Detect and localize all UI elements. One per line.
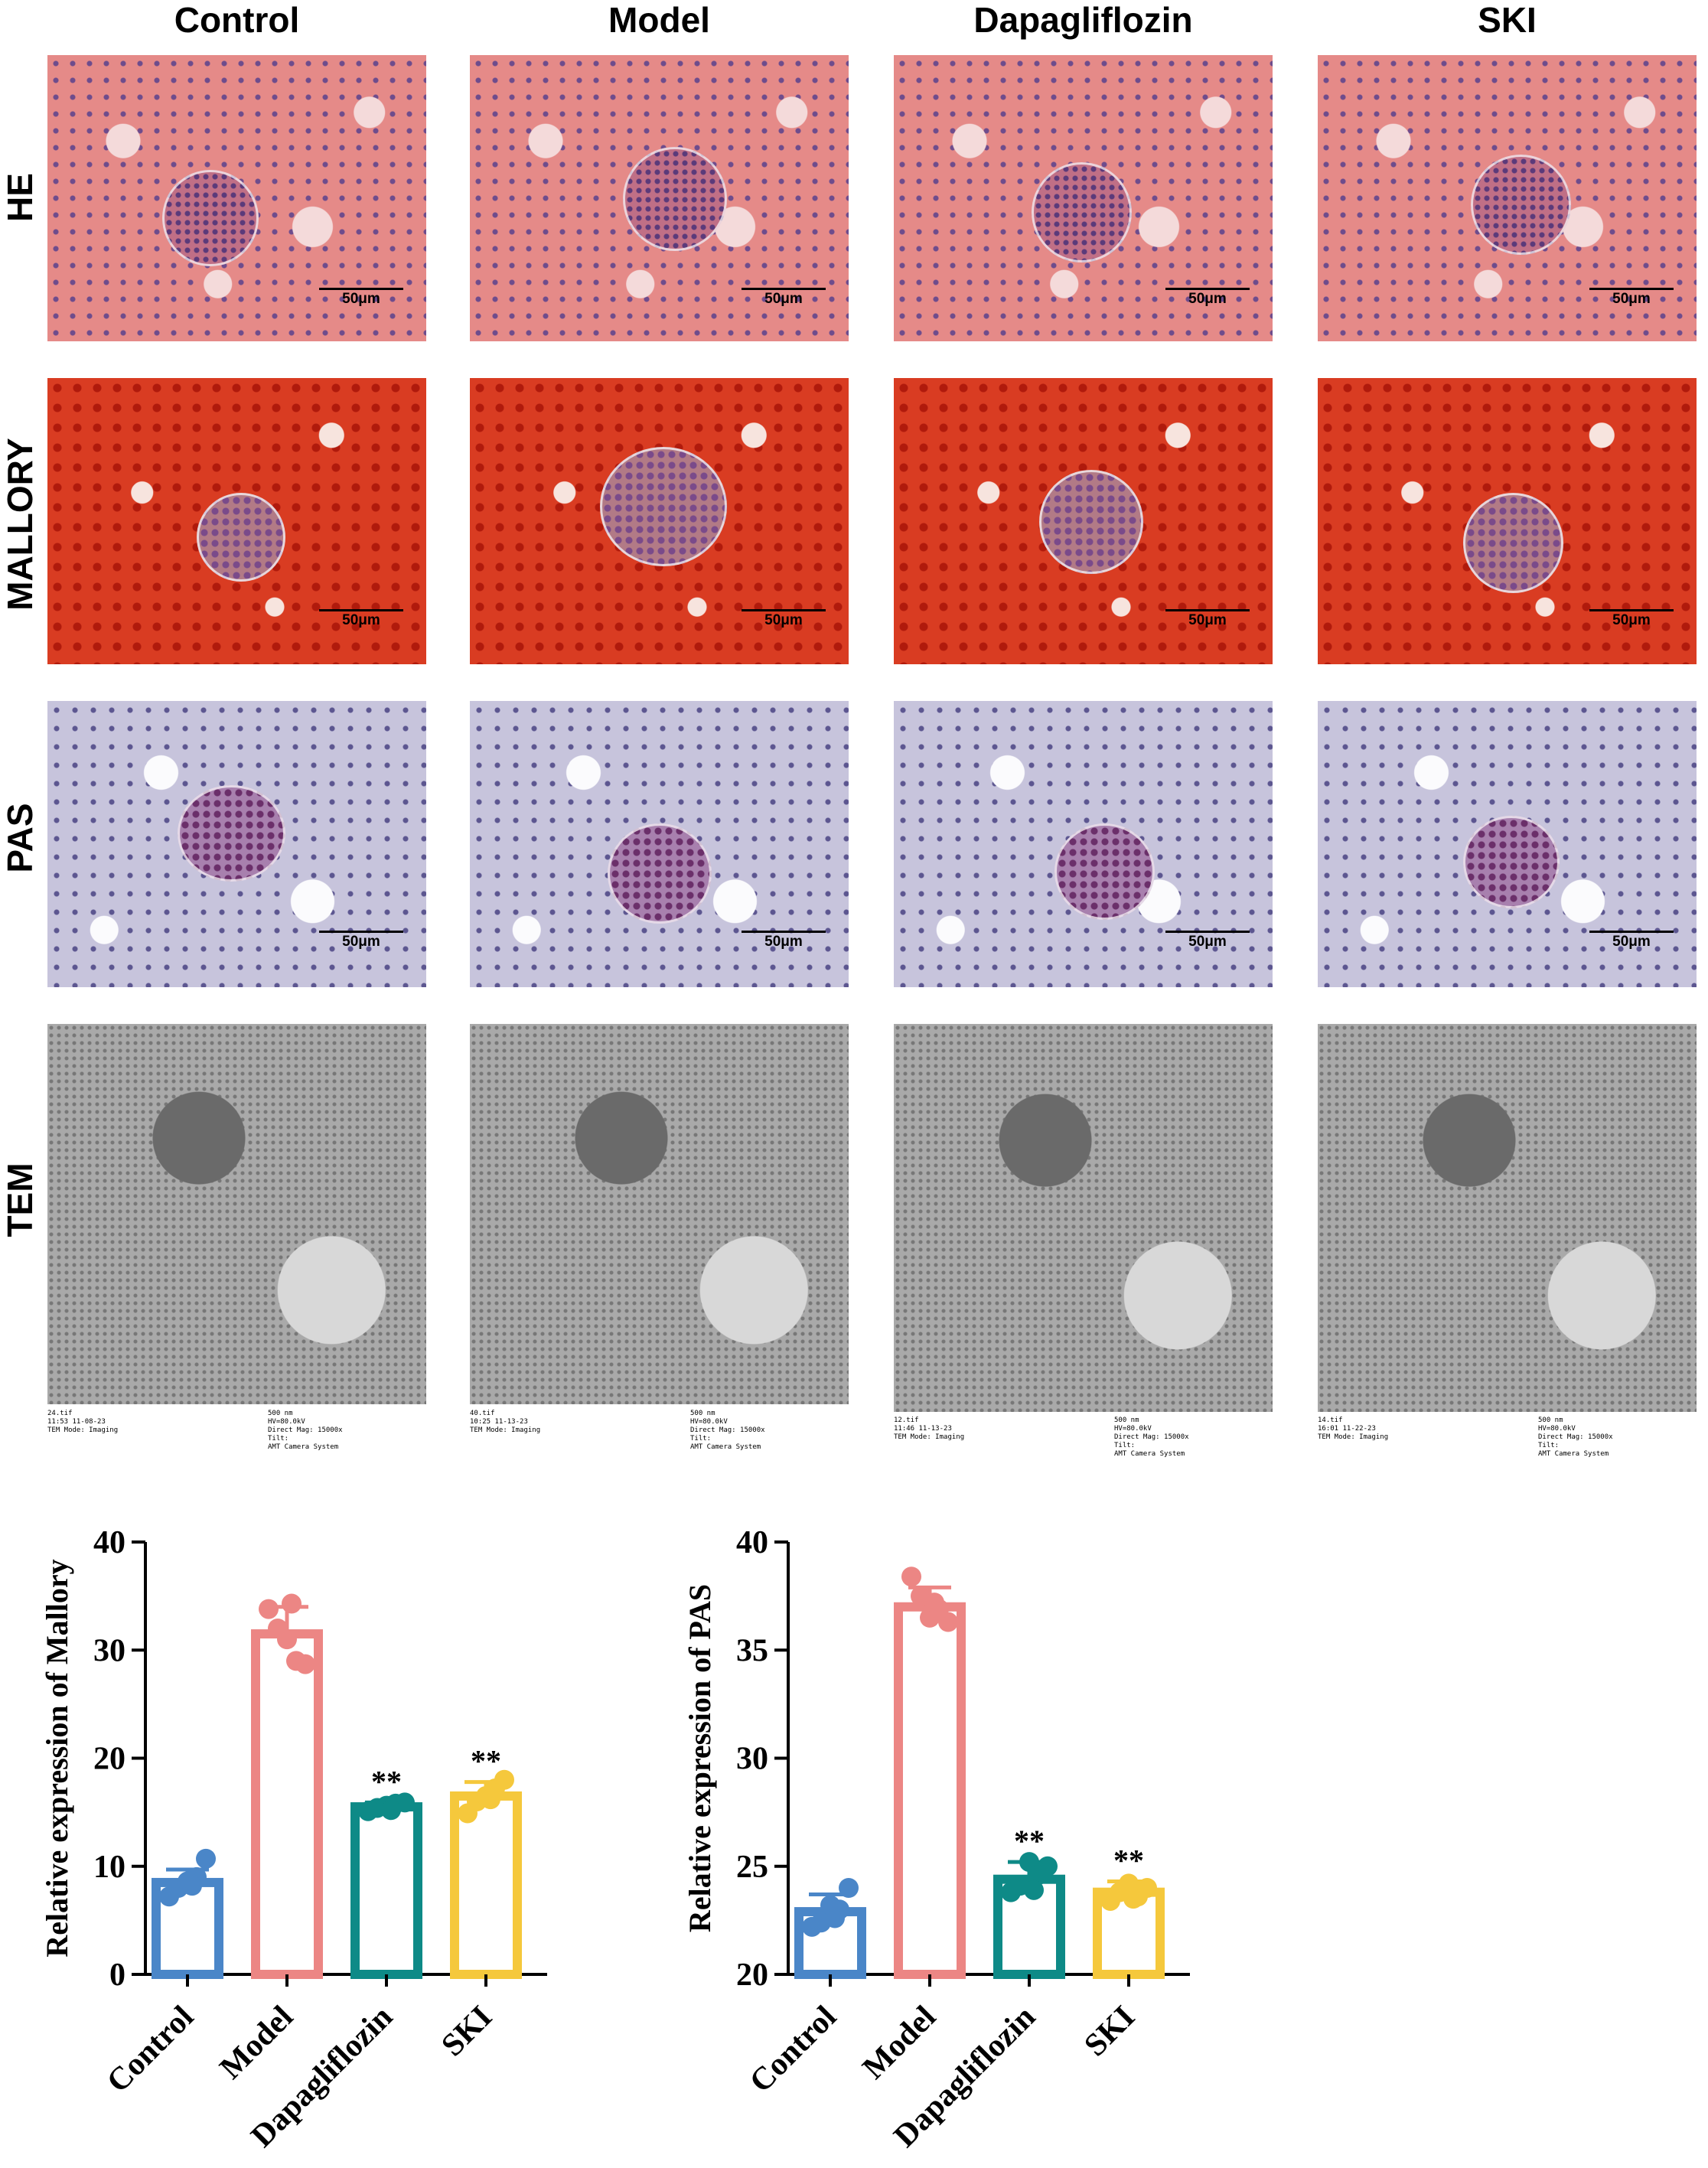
x-tick-label-ski: SKI bbox=[435, 2000, 499, 2064]
tem-ski-caption-right: 500 nm HV=80.0kV Direct Mag: 15000x Tilt… bbox=[1538, 1417, 1613, 1458]
scale-bar-label: 50μm bbox=[1612, 291, 1651, 307]
data-point bbox=[825, 1908, 845, 1928]
x-tick-label-control: Control bbox=[100, 2000, 200, 2100]
x-tick-label-ski: SKI bbox=[1077, 2000, 1142, 2064]
row-title-tem: TEM bbox=[0, 1162, 40, 1237]
data-point bbox=[938, 1612, 958, 1632]
column-title-control: Control bbox=[174, 0, 300, 40]
y-tick-label: 40 bbox=[93, 1525, 125, 1560]
data-point bbox=[924, 1593, 944, 1613]
y-tick-label: 10 bbox=[93, 1850, 125, 1885]
scale-bar-label: 50μm bbox=[1612, 934, 1651, 950]
tem-dapagliflozin-caption-right: 500 nm HV=80.0kV Direct Mag: 15000x Tilt… bbox=[1114, 1417, 1189, 1458]
data-point bbox=[282, 1593, 302, 1614]
mallory-ski-micrograph: 50μm bbox=[1318, 378, 1697, 664]
mallory-dapagliflozin-micrograph: 50μm bbox=[894, 378, 1273, 664]
column-title-dapagliflozin: Dapagliflozin bbox=[973, 0, 1193, 40]
data-point bbox=[1137, 1878, 1157, 1898]
scale-bar-label: 50μm bbox=[1612, 612, 1651, 628]
row-title-pas: PAS bbox=[0, 803, 40, 873]
y-tick-label: 35 bbox=[736, 1633, 768, 1668]
column-title-model: Model bbox=[608, 0, 710, 40]
scale-bar-label: 50μm bbox=[764, 934, 803, 950]
pas-ski-micrograph: 50μm bbox=[1318, 701, 1697, 987]
tem-dapagliflozin-micrograph bbox=[894, 1024, 1273, 1412]
tem-control-caption-right: 500 nm HV=80.0kV Direct Mag: 15000x Tilt… bbox=[268, 1410, 343, 1451]
bar-dapagliflozin bbox=[350, 1802, 422, 1979]
scale-bar-label: 50μm bbox=[342, 612, 380, 628]
y-tick-label: 30 bbox=[736, 1742, 768, 1777]
row-title-mallory: MALLORY bbox=[0, 438, 40, 611]
significance-marker: ** bbox=[471, 1744, 501, 1778]
pas-control-micrograph: 50μm bbox=[47, 701, 426, 987]
data-point bbox=[494, 1769, 514, 1790]
data-point bbox=[381, 1800, 401, 1821]
mallory-model-micrograph: 50μm bbox=[470, 378, 849, 664]
data-point bbox=[295, 1654, 315, 1674]
tem-model-caption-left: 40.tif 10:25 11-13-23 TEM Mode: Imaging bbox=[470, 1410, 541, 1434]
mallory-control-micrograph: 50μm bbox=[47, 378, 426, 664]
he-model-micrograph: 50μm bbox=[470, 55, 849, 341]
bar-model bbox=[251, 1629, 323, 1979]
he-control-micrograph: 50μm bbox=[47, 55, 426, 341]
scale-bar-label: 50μm bbox=[342, 934, 380, 950]
he-dapagliflozin-micrograph: 50μm bbox=[894, 55, 1273, 341]
y-tick-label: 20 bbox=[93, 1742, 125, 1777]
data-point bbox=[196, 1848, 216, 1869]
x-tick-label-model: Model bbox=[856, 2000, 943, 2086]
y-tick-label: 25 bbox=[736, 1850, 768, 1885]
row-title-he: HE bbox=[0, 173, 40, 222]
scale-bar-label: 50μm bbox=[764, 291, 803, 307]
data-point bbox=[259, 1599, 279, 1619]
data-point bbox=[1123, 1889, 1143, 1909]
x-tick-label-control: Control bbox=[743, 2000, 843, 2100]
significance-marker: ** bbox=[1014, 1824, 1045, 1858]
tem-ski-caption-left: 14.tif 16:01 11-22-23 TEM Mode: Imaging bbox=[1318, 1417, 1389, 1441]
tem-model-micrograph bbox=[470, 1024, 849, 1404]
significance-marker: ** bbox=[1113, 1844, 1144, 1878]
scale-bar-label: 50μm bbox=[342, 291, 380, 307]
y-tick-label: 30 bbox=[93, 1633, 125, 1668]
tem-dapagliflozin-caption-left: 12.tif 11:46 11-13-23 TEM Mode: Imaging bbox=[894, 1417, 965, 1441]
bar-model bbox=[894, 1602, 966, 1979]
data-point bbox=[901, 1567, 921, 1587]
mallory-bar-chart: 0 10 20 30 40 Relative expression of Mallory C… bbox=[40, 1525, 547, 2154]
pas-model-micrograph: 50μm bbox=[470, 701, 849, 987]
data-point bbox=[182, 1876, 202, 1896]
data-point bbox=[839, 1878, 859, 1898]
significance-marker: ** bbox=[371, 1764, 402, 1798]
data-point bbox=[277, 1629, 297, 1650]
scale-bar-label: 50μm bbox=[1188, 612, 1227, 628]
bar-ski bbox=[450, 1791, 522, 1979]
data-point bbox=[1024, 1879, 1044, 1900]
tem-control-caption-left: 24.tif 11:53 11-08-23 TEM Mode: Imaging bbox=[47, 1410, 119, 1434]
scale-bar-label: 50μm bbox=[1188, 934, 1227, 950]
data-point bbox=[481, 1789, 500, 1810]
x-tick-label-model: Model bbox=[214, 2000, 300, 2086]
pas-dapagliflozin-micrograph: 50μm bbox=[894, 701, 1273, 987]
column-title-ski: SKI bbox=[1478, 0, 1537, 40]
tem-model-caption-right: 500 nm HV=80.0kV Direct Mag: 15000x Tilt… bbox=[690, 1410, 765, 1451]
scale-bar-label: 50μm bbox=[1188, 291, 1227, 307]
scale-bar-label: 50μm bbox=[764, 612, 803, 628]
y-axis-label: Relative expression of Mallory bbox=[40, 1559, 74, 1957]
tem-ski-micrograph bbox=[1318, 1024, 1697, 1412]
y-tick-label: 40 bbox=[736, 1525, 768, 1560]
he-ski-micrograph: 50μm bbox=[1318, 55, 1697, 341]
y-axis-label: Relative expression of PAS bbox=[683, 1584, 717, 1932]
tem-control-micrograph bbox=[47, 1024, 426, 1404]
y-tick-label: 0 bbox=[109, 1958, 125, 1993]
pas-bar-chart: 20 25 30 35 40 Relative expression of PAS Cont… bbox=[683, 1525, 1190, 2154]
data-point bbox=[1038, 1856, 1058, 1876]
y-tick-label: 20 bbox=[736, 1958, 768, 1993]
